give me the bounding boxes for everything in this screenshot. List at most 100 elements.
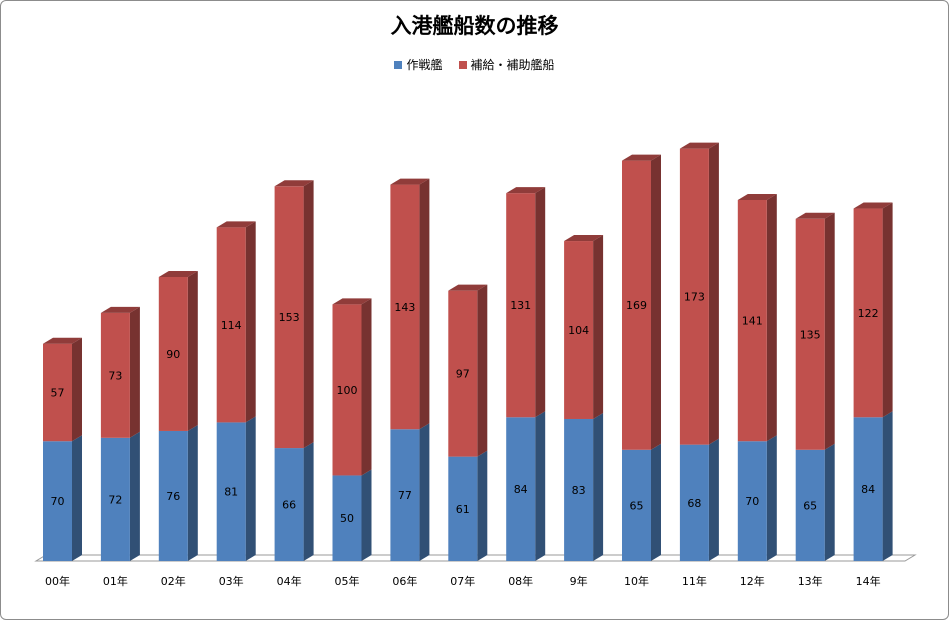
bar-series-2-13-side [824,212,835,450]
data-label-series-1-13: 65 [803,499,817,512]
data-label-series-2-3: 114 [221,319,242,332]
bar-series-1-8 [506,417,536,561]
data-label-series-2-4: 153 [279,311,300,324]
bar-series-2-10 [622,160,651,450]
data-label-series-2-7: 97 [456,368,470,381]
x-tick-label-10: 10年 [624,574,649,588]
bar-series-2-6 [390,184,420,430]
bar-series-2-9-side [593,235,604,419]
bar-series-1-2 [158,430,188,561]
data-label-series-2-8: 131 [510,299,531,312]
bar-series-2-14 [853,208,883,418]
x-tick-label-11: 11年 [682,574,707,588]
bar-series-2-4-side [303,180,314,449]
bar-series-1-3-side [245,416,256,561]
legend-entry-series-2: 補給・補助艦船 [458,56,555,73]
x-tick-label-4: 04年 [277,574,302,588]
bar-series-2-0-side [72,337,82,442]
bar-series-1-7-side [477,450,488,561]
data-label-series-1-14: 84 [861,483,875,496]
bar-series-1-4 [274,448,304,561]
bar-series-2-8-side [535,187,546,418]
bar-series-2-9 [564,241,594,419]
data-label-series-1-12: 70 [745,495,759,508]
data-label-series-1-0: 70 [51,495,65,508]
data-label-series-2-0: 57 [51,386,65,399]
bar-series-2-1 [100,312,130,438]
bar-series-2-13 [795,218,825,450]
bar-series-1-9 [564,418,594,561]
bar-series-1-13 [795,449,825,561]
legend-entry-series-1: 作戦艦 [394,56,443,73]
bar-series-1-11 [679,444,709,561]
x-tick-label-2: 02年 [161,574,186,588]
bar-series-2-11-top [679,142,719,149]
legend-label-series-1: 作戦艦 [406,58,443,72]
x-tick-label-9: 9年 [570,574,588,588]
bar-series-1-0 [43,441,72,561]
bar-series-2-4 [274,186,304,449]
data-label-series-2-14: 122 [858,307,879,320]
data-label-series-1-10: 65 [630,499,644,512]
x-tick-label-7: 07年 [450,574,475,588]
bar-series-1-1 [100,437,130,561]
bar-series-1-14-side [882,411,893,561]
data-label-series-2-1: 73 [108,369,122,382]
data-label-series-2-5: 100 [337,384,358,397]
x-tick-label-8: 08年 [508,574,533,588]
bar-series-2-12-top [737,193,777,200]
bar-series-1-11-side [708,438,719,561]
data-label-series-1-1: 72 [108,493,122,506]
bar-series-2-7 [448,290,478,457]
bar-series-2-14-top [853,202,893,209]
bar-series-1-6 [390,429,420,561]
bar-series-2-10-top [622,154,661,161]
bar-series-2-6-side [419,178,430,430]
legend-swatch-series-2 [458,60,467,69]
bar-series-2-2-side [187,270,198,431]
bar-series-1-12-side [766,435,777,561]
bar-series-1-5-side [361,469,372,561]
data-label-series-1-6: 77 [398,489,412,502]
bar-series-2-0 [43,343,72,442]
bar-series-2-12 [737,199,767,442]
x-tick-label-12: 12年 [740,574,765,588]
x-tick-label-13: 13年 [798,574,823,588]
bar-series-1-14 [853,417,883,561]
data-label-series-2-9: 104 [568,324,589,337]
data-label-series-2-6: 143 [394,301,415,314]
bar-series-1-3 [216,422,246,561]
bar-series-1-10-side [651,443,661,561]
bar-series-2-5 [332,304,362,476]
bar-series-2-10-side [651,154,661,450]
bar-series-2-3-side [245,221,256,423]
data-label-series-2-2: 90 [166,348,180,361]
bar-series-1-6-side [419,423,430,561]
bar-series-2-4-top [274,180,314,187]
bar-series-2-12-side [766,193,777,442]
bar-series-2-1-side [129,306,140,438]
x-tick-label-1: 01年 [103,574,128,588]
data-label-series-1-8: 84 [514,483,528,496]
bar-series-2-7-side [477,284,488,457]
data-label-series-2-10: 169 [626,299,647,312]
bar-series-2-11-side [708,142,719,445]
bar-series-1-5 [332,475,362,561]
bar-series-2-7-top [448,284,488,291]
data-label-series-1-4: 66 [282,499,296,512]
legend: 作戦艦 補給・補助艦船 [0,56,949,73]
data-label-series-2-12: 141 [742,315,763,328]
bar-series-2-11 [679,148,709,445]
bar-series-1-4-side [303,442,314,561]
bar-series-1-1-side [129,431,140,561]
data-label-series-1-2: 76 [166,490,180,503]
bar-series-2-3 [216,227,246,423]
data-label-series-1-11: 68 [687,497,701,510]
data-label-series-2-13: 135 [800,328,821,341]
x-tick-label-6: 06年 [392,574,417,588]
x-tick-label-14: 14年 [856,574,881,588]
legend-label-series-2: 補給・補助艦船 [470,58,555,72]
bar-series-2-1-top [100,306,140,313]
bar-series-1-0-side [72,435,82,561]
bar-series-1-2-side [187,424,198,561]
